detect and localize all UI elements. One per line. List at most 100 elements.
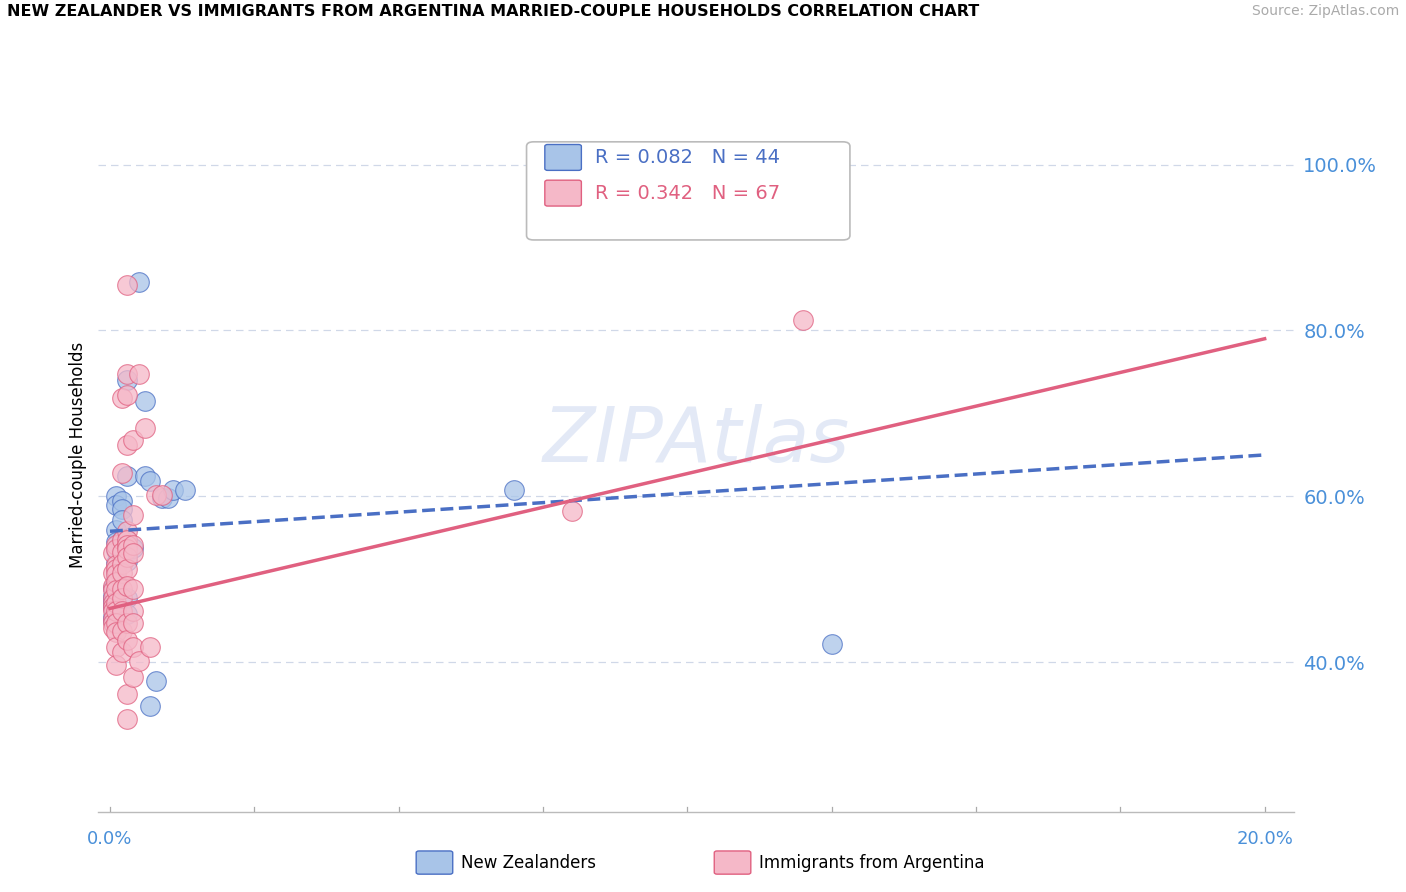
Point	[122, 670, 145, 684]
Point	[139, 640, 162, 655]
Point	[101, 546, 124, 560]
Point	[104, 564, 127, 578]
Point	[117, 367, 139, 381]
Point	[117, 545, 139, 559]
Point	[101, 589, 124, 603]
Point	[122, 616, 145, 631]
Point	[104, 541, 127, 556]
Point	[104, 562, 127, 576]
Point	[110, 604, 132, 618]
Point	[117, 277, 139, 292]
Point	[128, 276, 150, 290]
Text: NEW ZEALANDER VS IMMIGRANTS FROM ARGENTINA MARRIED-COUPLE HOUSEHOLDS CORRELATION: NEW ZEALANDER VS IMMIGRANTS FROM ARGENTI…	[7, 4, 980, 20]
Point	[104, 584, 127, 599]
Point	[101, 597, 124, 611]
Point	[110, 392, 132, 406]
Point	[134, 421, 156, 435]
Point	[104, 558, 127, 573]
Point	[117, 687, 139, 701]
Point	[117, 438, 139, 452]
Point	[117, 712, 139, 726]
Y-axis label: Married-couple Households: Married-couple Households	[69, 342, 87, 568]
Point	[128, 654, 150, 668]
Point	[117, 468, 139, 483]
Point	[117, 388, 139, 402]
Point	[128, 367, 150, 381]
Point	[110, 645, 132, 659]
Point	[101, 616, 124, 631]
Point	[122, 546, 145, 560]
Point	[122, 433, 145, 447]
Point	[110, 493, 132, 508]
Point	[139, 698, 162, 713]
Point	[104, 537, 127, 551]
Point	[110, 541, 132, 555]
Point	[101, 593, 124, 607]
Point	[134, 468, 156, 483]
Point	[117, 562, 139, 576]
Point	[104, 573, 127, 587]
Point	[117, 549, 139, 564]
Point	[122, 582, 145, 597]
Point	[174, 483, 197, 497]
Point	[101, 604, 124, 618]
Text: R = 0.082   N = 44: R = 0.082 N = 44	[596, 148, 780, 167]
Point	[145, 673, 167, 688]
Point	[792, 313, 814, 327]
Point	[101, 612, 124, 626]
Point	[117, 524, 139, 539]
Point	[104, 523, 127, 537]
Point	[122, 604, 145, 618]
Point	[117, 537, 139, 551]
Point	[117, 616, 139, 631]
Point	[117, 533, 139, 547]
Point	[110, 466, 132, 480]
Point	[145, 488, 167, 502]
Point	[561, 504, 583, 518]
Point	[503, 483, 526, 497]
Point	[101, 620, 124, 634]
Point	[117, 554, 139, 568]
Point	[110, 558, 132, 572]
Point	[101, 609, 124, 624]
Point	[101, 596, 124, 610]
Point	[150, 491, 173, 505]
Point	[117, 373, 139, 387]
Point	[122, 508, 145, 523]
Point	[101, 591, 124, 606]
Point	[122, 541, 145, 555]
Point	[101, 566, 124, 580]
Point	[104, 566, 127, 581]
Point	[820, 637, 842, 651]
Point	[104, 490, 127, 504]
Point	[156, 491, 179, 505]
Point	[110, 548, 132, 562]
Point	[104, 576, 127, 591]
Point	[117, 541, 139, 556]
Text: 20.0%: 20.0%	[1236, 830, 1294, 848]
Point	[104, 624, 127, 639]
Point	[139, 475, 162, 489]
Text: ZIPAtlas: ZIPAtlas	[543, 404, 849, 477]
Point	[162, 483, 184, 497]
Point	[104, 596, 127, 610]
Text: 0.0%: 0.0%	[87, 830, 132, 848]
Point	[104, 543, 127, 558]
Point	[104, 574, 127, 589]
Point	[150, 488, 173, 502]
Point	[104, 616, 127, 631]
Point	[122, 640, 145, 655]
Point	[110, 533, 132, 547]
Text: Source: ZipAtlas.com: Source: ZipAtlas.com	[1251, 4, 1399, 19]
Point	[117, 533, 139, 547]
Point	[110, 582, 132, 597]
Point	[104, 583, 127, 598]
Point	[134, 394, 156, 409]
Point	[101, 581, 124, 595]
Point	[104, 498, 127, 512]
Text: Immigrants from Argentina: Immigrants from Argentina	[759, 854, 984, 871]
Point	[104, 657, 127, 672]
Point	[104, 556, 127, 570]
Point	[110, 545, 132, 559]
Point	[101, 579, 124, 593]
